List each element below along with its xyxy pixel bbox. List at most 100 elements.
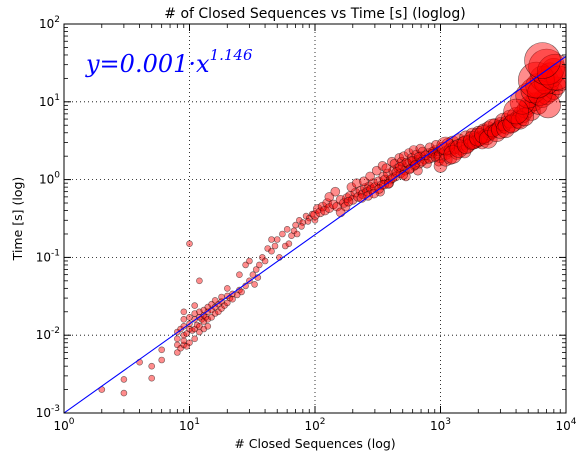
data-point xyxy=(387,173,398,183)
data-point xyxy=(346,182,357,192)
data-point xyxy=(295,217,303,224)
data-point xyxy=(136,358,143,366)
data-point xyxy=(191,302,198,309)
data-point xyxy=(351,178,362,188)
tick-labels: 100 101 102 103 104 10-3 10-2 10-1 100 101 102 xyxy=(36,15,576,433)
x-tick-label: 104 xyxy=(555,417,576,433)
data-point xyxy=(503,98,529,125)
y-tick-label: 10-2 xyxy=(36,326,60,342)
data-point xyxy=(468,128,488,147)
data-point xyxy=(343,196,354,207)
data-point xyxy=(229,295,236,303)
y-tick-label: 100 xyxy=(39,171,60,187)
data-point xyxy=(180,315,188,323)
data-point xyxy=(536,53,566,91)
data-point xyxy=(293,230,301,238)
data-point xyxy=(196,277,203,285)
data-point xyxy=(320,205,330,216)
data-point xyxy=(211,310,219,317)
data-point xyxy=(535,92,561,119)
data-point xyxy=(373,176,384,187)
x-tick-label: 100 xyxy=(53,417,74,433)
data-point xyxy=(353,192,363,202)
data-point xyxy=(422,158,432,169)
axis-ticks xyxy=(63,23,567,414)
fit-equation: y=0.001·x1.146 xyxy=(85,46,253,78)
data-point xyxy=(255,261,263,269)
data-point xyxy=(335,207,346,218)
data-point xyxy=(180,337,188,345)
data-point xyxy=(496,119,515,139)
data-point xyxy=(242,261,249,269)
data-point xyxy=(158,356,165,364)
data-point xyxy=(186,240,193,247)
data-point xyxy=(279,230,286,238)
data-point xyxy=(285,240,293,247)
data-point xyxy=(261,257,269,265)
data-point xyxy=(238,288,245,296)
y-tick-label: 101 xyxy=(39,93,60,109)
data-point xyxy=(396,156,407,167)
data-point xyxy=(330,186,341,197)
data-point xyxy=(271,242,279,250)
data-point xyxy=(268,236,275,243)
data-point xyxy=(180,308,188,316)
data-point xyxy=(218,293,225,301)
data-point xyxy=(463,131,482,150)
data-point xyxy=(174,349,181,356)
data-point xyxy=(357,189,368,199)
x-tick-label: 103 xyxy=(430,417,451,433)
data-point xyxy=(249,271,257,279)
y-tick-label: 10-1 xyxy=(36,248,60,264)
fit-equation-exponent: 1.146 xyxy=(210,46,253,64)
data-point xyxy=(174,335,181,343)
y-tick-label: 10-3 xyxy=(36,404,60,420)
data-point xyxy=(365,171,375,182)
data-point xyxy=(487,123,506,143)
data-point xyxy=(236,271,243,279)
fit-equation-coefficient: 0.001 xyxy=(120,50,189,78)
x-tick-label: 101 xyxy=(179,417,200,433)
data-point xyxy=(510,110,530,130)
data-point xyxy=(246,257,253,265)
data-point xyxy=(299,219,307,226)
data-point xyxy=(158,346,165,354)
data-point xyxy=(211,297,219,304)
data-point xyxy=(268,247,275,255)
data-point xyxy=(273,236,281,243)
data-point xyxy=(204,315,212,323)
fit-equation-prefix: y= xyxy=(85,50,120,78)
data-point xyxy=(304,218,312,225)
data-point xyxy=(186,339,193,347)
chart-title: # of Closed Sequences vs Time [s] (loglo… xyxy=(164,6,465,22)
data-point xyxy=(310,210,320,220)
data-point xyxy=(148,374,155,382)
data-point xyxy=(413,165,423,176)
gridlines xyxy=(64,24,566,413)
data-point xyxy=(322,198,333,208)
data-points xyxy=(98,42,566,397)
fit-line xyxy=(64,55,566,413)
data-point xyxy=(120,376,128,383)
data-point xyxy=(311,217,319,224)
x-axis-label: # Closed Sequences (log) xyxy=(234,436,395,451)
data-point xyxy=(251,281,258,288)
data-point xyxy=(324,203,335,213)
data-point xyxy=(252,266,260,273)
data-point xyxy=(298,223,305,230)
data-point xyxy=(358,176,369,187)
data-point xyxy=(443,145,463,164)
y-tick-label: 102 xyxy=(39,15,60,31)
y-axis-label: Time [s] (log) xyxy=(10,177,25,262)
fit-line-layer xyxy=(64,55,566,413)
data-point xyxy=(283,226,291,233)
data-point xyxy=(191,335,198,343)
data-point xyxy=(527,80,553,106)
data-point xyxy=(224,285,231,292)
data-point xyxy=(148,362,155,370)
data-point xyxy=(120,389,128,397)
data-point xyxy=(204,322,212,330)
x-tick-label: 102 xyxy=(304,417,325,433)
